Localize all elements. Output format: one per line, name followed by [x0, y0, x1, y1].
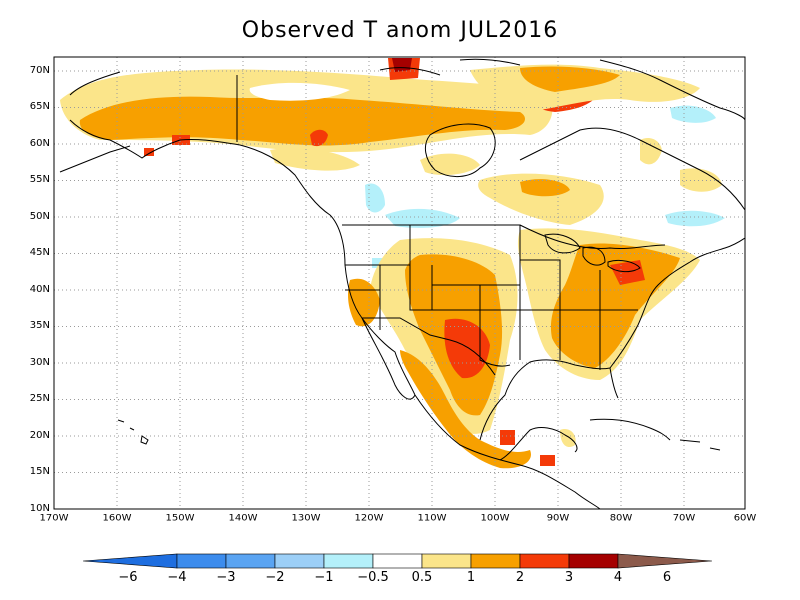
lat-label: 65N [29, 101, 50, 112]
colorbar-label: 0.5 [411, 570, 433, 585]
lat-label: 10N [29, 503, 50, 514]
lat-label: 45N [29, 247, 50, 258]
lon-label: 80W [609, 513, 633, 524]
anomaly-field [392, 58, 412, 72]
anomaly-field [385, 208, 460, 228]
graticule [54, 57, 745, 509]
colorbar-label: −1 [314, 570, 334, 585]
anomaly-field [310, 129, 328, 147]
colorbar-swatch [323, 553, 374, 569]
lat-label: 25N [29, 393, 50, 404]
colorbar-swatch [225, 553, 276, 569]
lon-label: 130W [291, 513, 321, 524]
anomaly-field [400, 350, 531, 469]
anomaly-field [520, 179, 570, 197]
anomaly-field [420, 153, 480, 176]
colorbar-label: −2 [265, 570, 285, 585]
anomaly-field [560, 429, 576, 448]
colorbar-swatch [82, 553, 178, 569]
anomaly-field [365, 183, 385, 213]
lon-label: 110W [417, 513, 447, 524]
anomaly-field [144, 148, 154, 156]
anomaly-field [478, 173, 604, 225]
colorbar-swatch [519, 553, 570, 569]
colorbar-label: 1 [466, 570, 476, 585]
plot-frame [53, 56, 746, 510]
colorbar-swatch [176, 553, 227, 569]
anomaly-field [79, 96, 525, 146]
colorbar-swatch [470, 553, 521, 569]
colorbar-swatch [617, 553, 713, 569]
anomaly-field [540, 455, 555, 466]
colorbar-swatch [568, 553, 619, 569]
lon-label: 60W [733, 513, 757, 524]
coastlines [59, 58, 746, 510]
anomaly-field [680, 168, 722, 192]
lat-label: 50N [29, 211, 50, 222]
lat-label: 60N [29, 138, 50, 149]
lat-label: 70N [29, 65, 50, 76]
lat-label: 35N [29, 320, 50, 331]
lon-label: 100W [480, 513, 510, 524]
anomaly-field [500, 430, 515, 445]
lon-label: 170W [39, 513, 69, 524]
anomaly-field [550, 243, 680, 368]
colorbar-label: 4 [613, 570, 623, 585]
anomaly-fields [60, 58, 725, 469]
lon-label: 160W [102, 513, 132, 524]
colorbar-swatch [421, 553, 472, 569]
lat-label: 15N [29, 466, 50, 477]
anomaly-field [670, 105, 716, 123]
lon-label: 140W [228, 513, 258, 524]
colorbar [82, 553, 713, 569]
colorbar-label: −4 [167, 570, 187, 585]
colorbar-label: 2 [515, 570, 525, 585]
lat-label: 30N [29, 357, 50, 368]
colorbar-label: −0.5 [357, 570, 389, 585]
anomaly-field [270, 148, 360, 171]
anomaly-field [665, 210, 725, 227]
lat-label: 55N [29, 174, 50, 185]
anomaly-field [610, 260, 645, 285]
lat-label: 20N [29, 430, 50, 441]
colorbar-swatch [372, 553, 423, 569]
map-title: Observed T anom JUL2016 [241, 18, 559, 43]
anomaly-field [348, 278, 380, 327]
colorbar-label: 3 [564, 570, 574, 585]
lat-label: 40N [29, 284, 50, 295]
colorbar-label: 6 [662, 570, 672, 585]
lon-label: 120W [354, 513, 384, 524]
anomaly-field [520, 66, 620, 92]
lon-label: 70W [672, 513, 696, 524]
lon-label: 150W [165, 513, 195, 524]
colorbar-swatch [274, 553, 325, 569]
anomaly-field [249, 82, 350, 101]
anomaly-field [640, 138, 662, 165]
colorbar-label: −3 [216, 570, 236, 585]
colorbar-label: −6 [118, 570, 138, 585]
lon-label: 90W [546, 513, 570, 524]
